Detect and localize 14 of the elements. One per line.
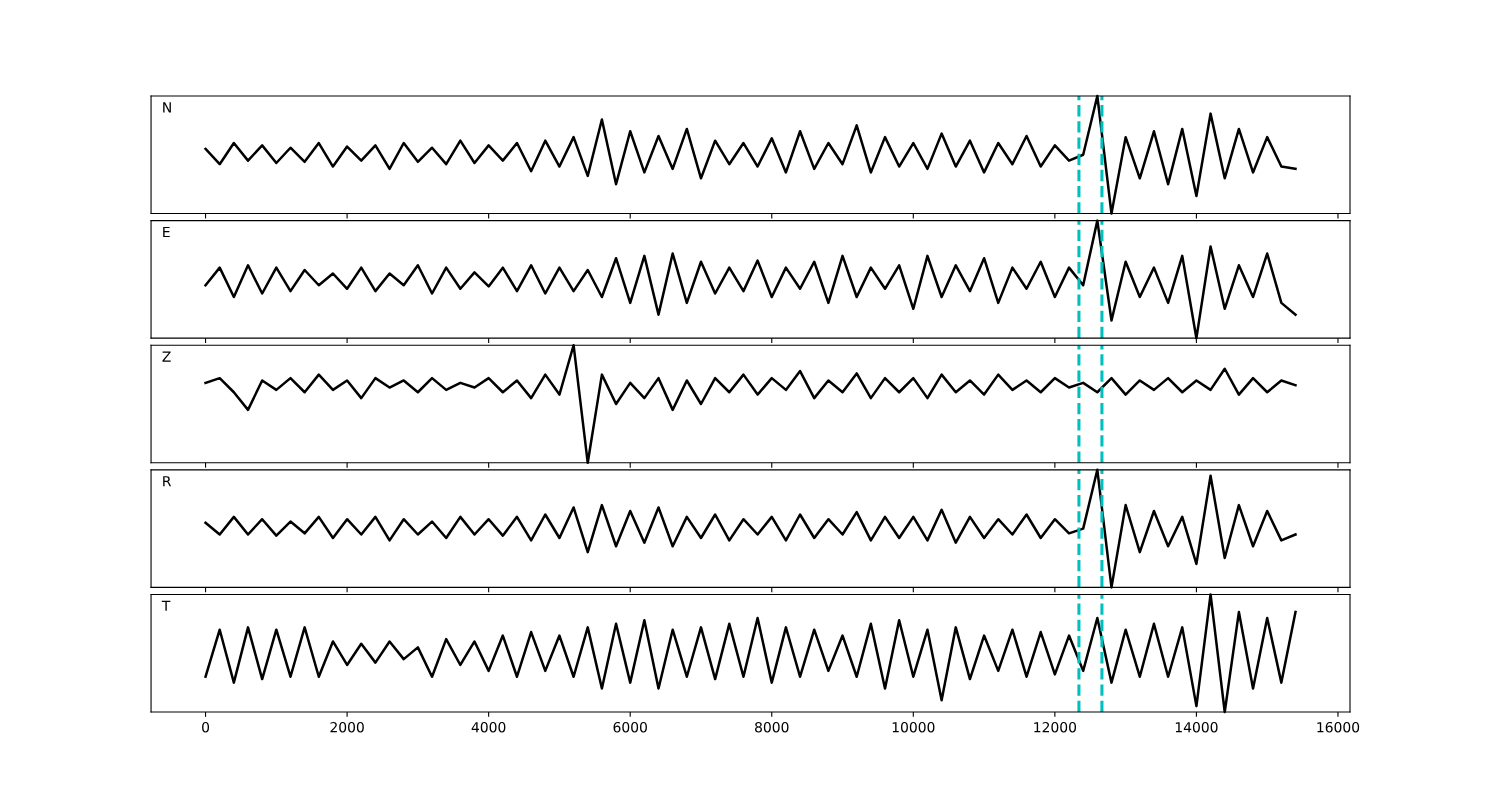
chart-title: N — [163, 102, 171, 113]
x-tick-label: 14000 — [1175, 721, 1218, 733]
x-tick-label: 12000 — [1034, 721, 1077, 733]
x-tick-label: 4000 — [471, 721, 506, 733]
x-tick-label: 6000 — [613, 721, 647, 733]
x-tick-label: 0 — [202, 721, 210, 733]
x-tick-label: 2000 — [330, 721, 364, 733]
chart-title: R — [163, 476, 172, 487]
chart-title: Z — [162, 351, 171, 362]
x-tick-label: 16000 — [1317, 721, 1360, 733]
x-tick-label: 10000 — [892, 721, 935, 733]
chart-title: T — [161, 600, 171, 611]
x-tick-label: 8000 — [755, 721, 789, 733]
chart-title: E — [163, 226, 170, 238]
